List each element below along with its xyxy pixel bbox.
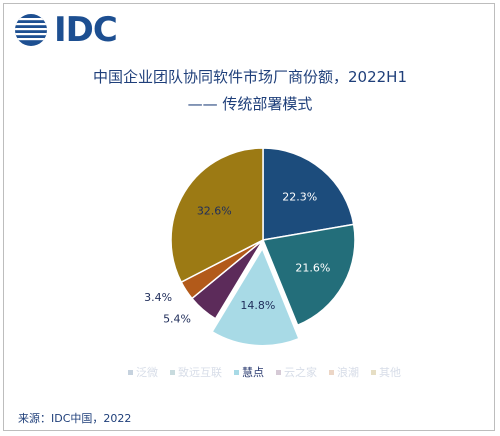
- legend-item-0[interactable]: 泛微: [128, 364, 158, 380]
- legend-item-4[interactable]: 浪潮: [329, 364, 359, 380]
- legend-swatch: [128, 369, 133, 375]
- legend-item-3[interactable]: 云之家: [276, 364, 317, 380]
- source-note: 来源：IDC中国，2022: [18, 412, 132, 425]
- logo-text: IDC: [54, 10, 118, 50]
- chart-title-line2: —— 传统部署模式: [187, 95, 313, 113]
- pie-slice-1[interactable]: [261, 223, 356, 327]
- pie-slice-0[interactable]: [262, 147, 355, 241]
- pie-label-1: 21.6%: [295, 262, 330, 275]
- idc-globe-icon: [15, 14, 47, 46]
- legend-swatch: [234, 369, 239, 375]
- legend-swatch: [371, 369, 376, 375]
- legend-swatch: [170, 369, 175, 375]
- legend-label: 浪潮: [337, 366, 359, 379]
- legend-label: 云之家: [284, 366, 317, 379]
- legend-swatch: [276, 369, 281, 375]
- pie-label-5: 32.6%: [197, 204, 232, 217]
- chart-title-line1: 中国企业团队协同软件市场厂商份额，2022H1: [93, 68, 407, 86]
- legend-item-1[interactable]: 致远互联: [170, 364, 222, 380]
- pie-label-3: 5.4%: [163, 313, 191, 326]
- legend-item-2[interactable]: 慧点: [234, 364, 264, 380]
- pie-slice-5[interactable]: [170, 147, 264, 284]
- legend-label: 慧点: [242, 366, 264, 379]
- legend-label: 泛微: [136, 366, 158, 379]
- legend-label: 致远互联: [178, 366, 222, 379]
- chart-legend: 泛微 致远互联 慧点 云之家 浪潮 其他: [128, 364, 401, 380]
- pie-label-4: 3.4%: [144, 291, 172, 304]
- pie-label-0: 22.3%: [282, 190, 317, 203]
- legend-item-5[interactable]: 其他: [371, 364, 401, 380]
- legend-label: 其他: [379, 366, 401, 379]
- pie-slice-2[interactable]: [210, 245, 301, 347]
- pie-label-2: 14.8%: [240, 299, 275, 312]
- legend-swatch: [329, 369, 334, 375]
- idc-logo: IDC: [14, 10, 118, 50]
